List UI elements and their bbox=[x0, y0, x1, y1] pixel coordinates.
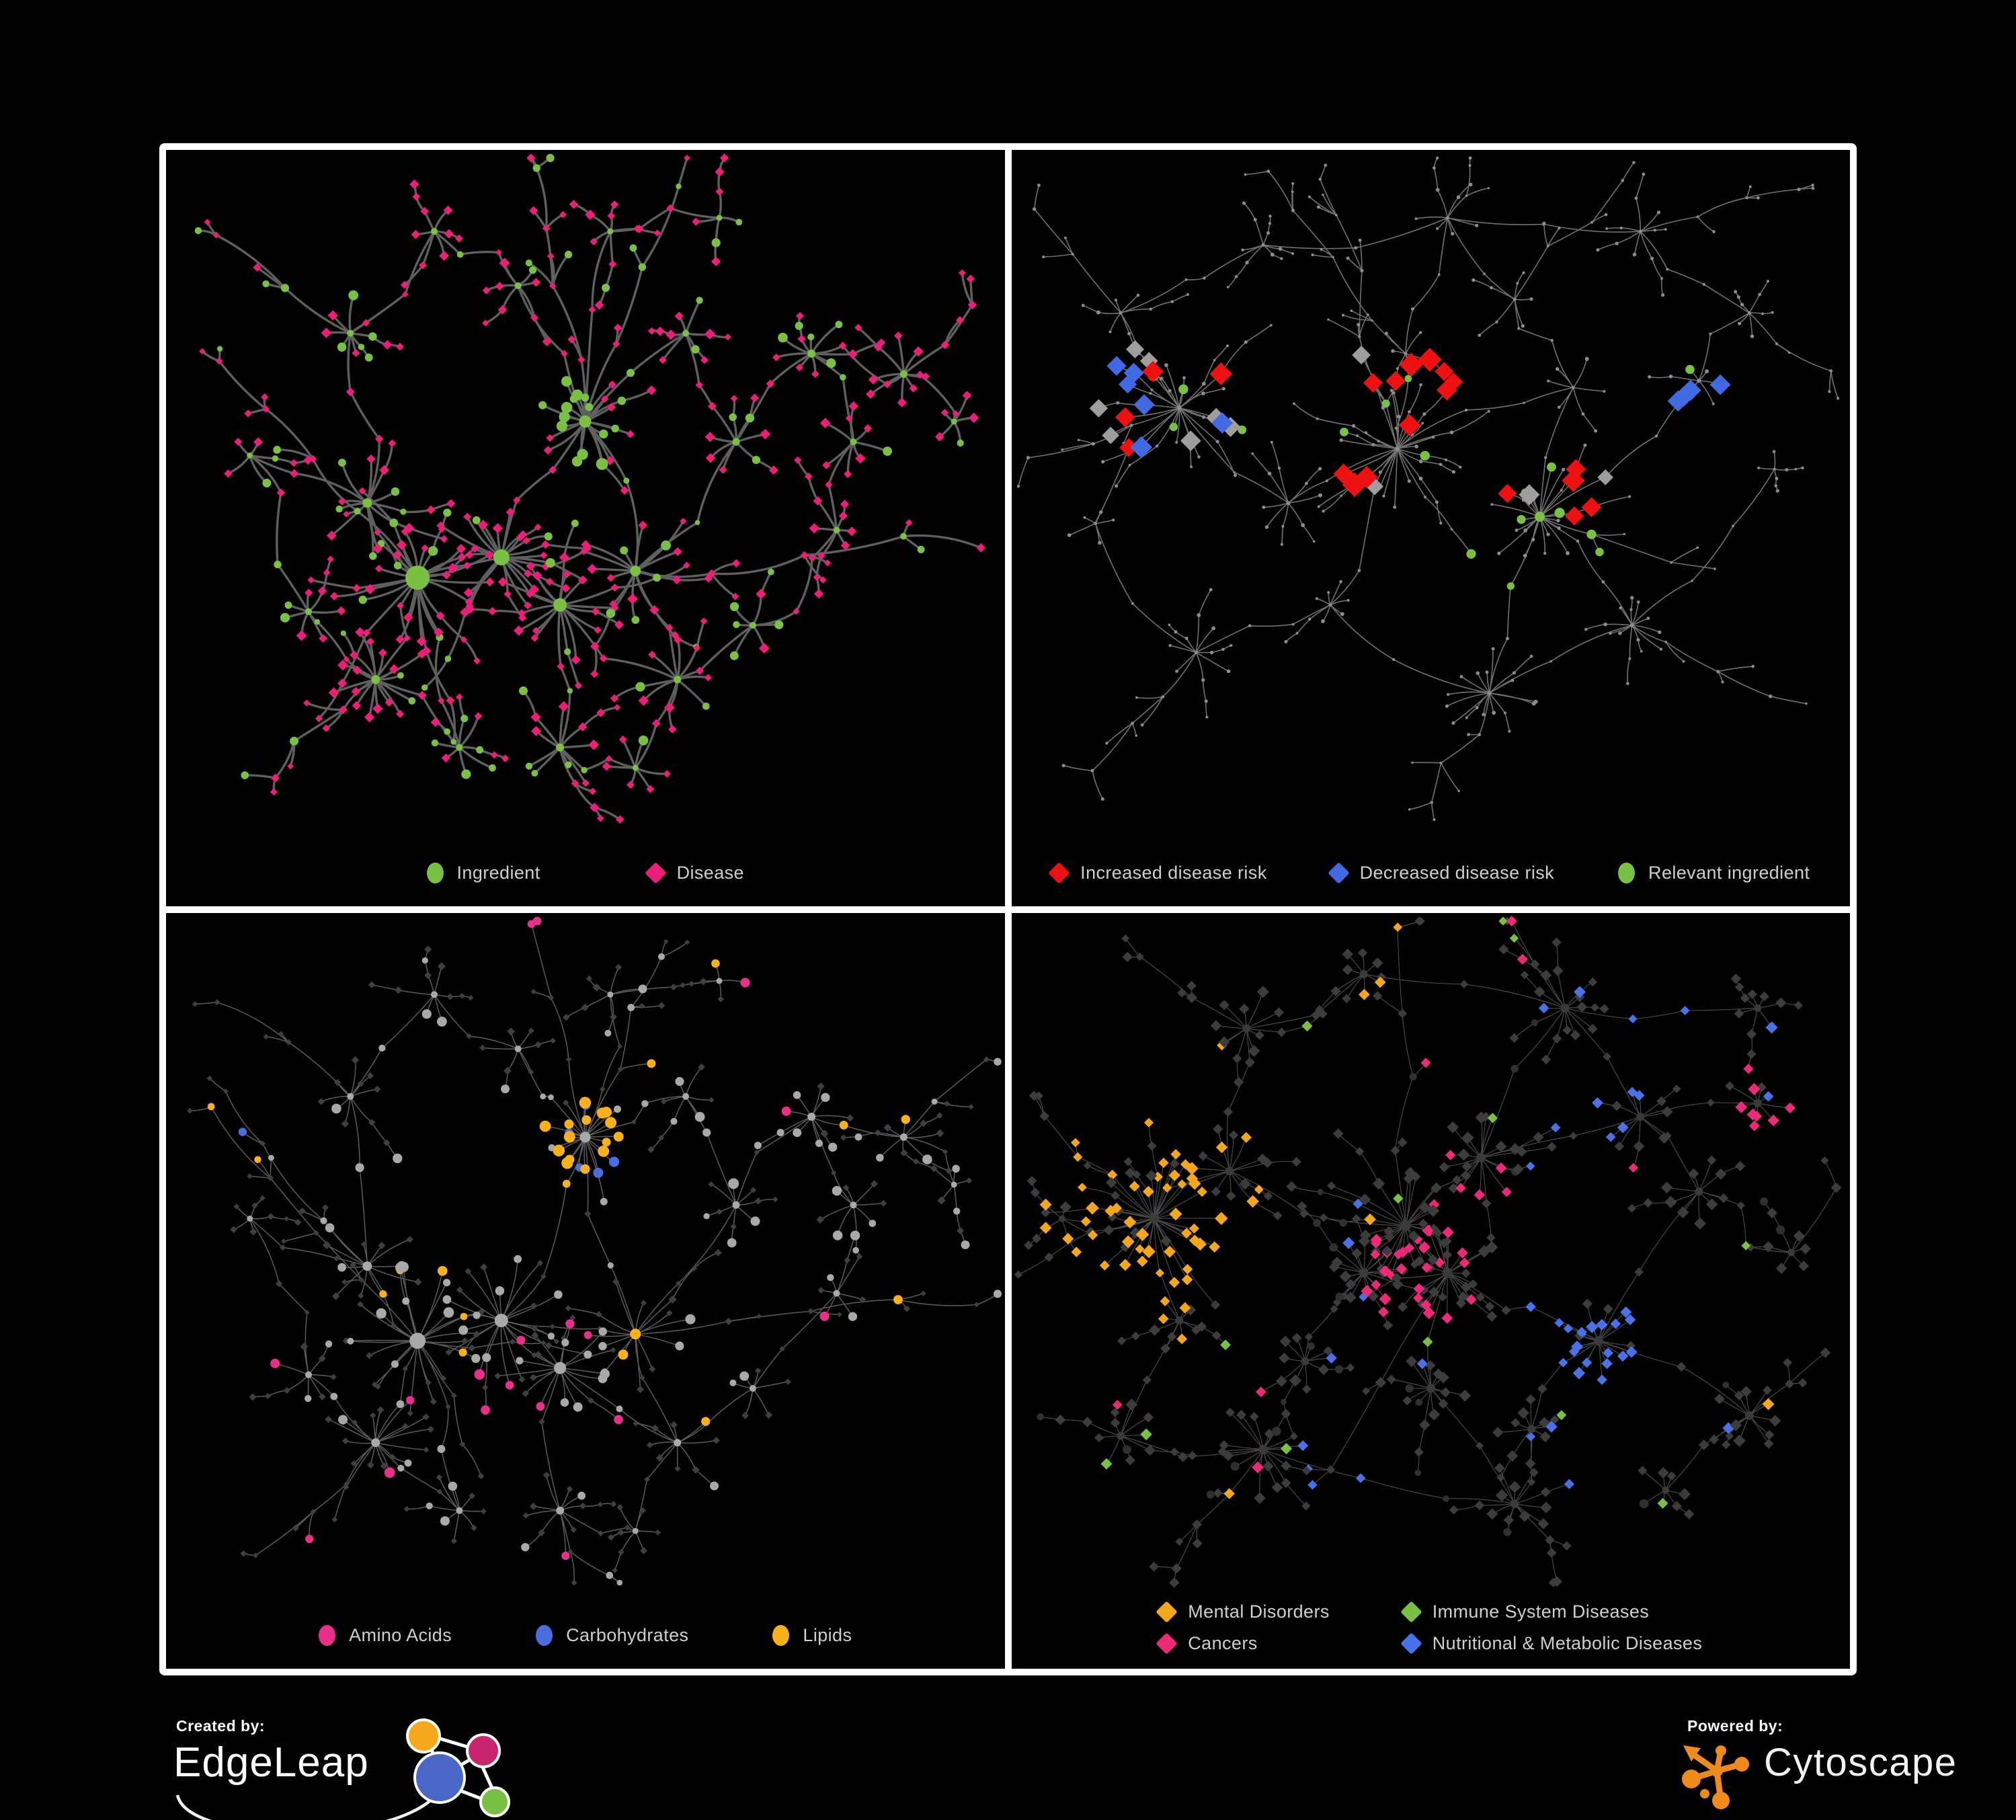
macronutrient-network-graphic bbox=[187, 916, 1002, 1585]
powered-by-label: Powered by: bbox=[1687, 1717, 1783, 1735]
mental-disorders-marker-icon bbox=[1156, 1601, 1178, 1623]
legend-disease-risk: Increased disease risk Decreased disease … bbox=[1012, 861, 1851, 884]
legend-label: Amino Acids bbox=[349, 1625, 452, 1645]
legend-macronutrients: Amino Acids Carbohydrates Lipids bbox=[166, 1625, 1005, 1646]
nutritional-metabolic-diseases-marker-icon bbox=[1400, 1632, 1422, 1655]
ingredient-marker-icon bbox=[426, 862, 444, 883]
legend-label: Nutritional & Metabolic Diseases bbox=[1432, 1633, 1703, 1653]
legend-item-decreased-disease-risk: Decreased disease risk bbox=[1327, 861, 1555, 884]
cytoscape-logo-icon bbox=[1682, 1745, 1749, 1809]
lipids-marker-icon bbox=[772, 1625, 790, 1646]
increased-disease-risk-marker-icon bbox=[1048, 861, 1070, 884]
edgeleap-logo-icon bbox=[175, 1718, 510, 1820]
panel-ingredient-disease-network: Ingredient Disease bbox=[166, 150, 1005, 906]
panel-macronutrient-network: Amino Acids Carbohydrates Lipids bbox=[166, 912, 1005, 1669]
panel-grid: Ingredient Disease Increased disease risk… bbox=[159, 143, 1857, 1675]
legend-item-nutritional-metabolic-diseases: Nutritional & Metabolic Diseases bbox=[1400, 1632, 1703, 1655]
legend-label: Increased disease risk bbox=[1080, 862, 1267, 883]
legend-item-disease: Disease bbox=[644, 861, 744, 884]
disease-category-network-graphic bbox=[1014, 915, 1841, 1588]
legend-item-immune-system-diseases: Immune System Diseases bbox=[1400, 1601, 1702, 1623]
legend-disease-categories: Mental Disorders Immune System Diseases Ca… bbox=[1012, 1601, 1851, 1655]
legend-item-relevant-ingredient: Relevant ingredient bbox=[1618, 862, 1810, 883]
legend-label: Disease bbox=[676, 862, 744, 883]
disease-marker-icon bbox=[644, 861, 667, 884]
disease-risk-network-graphic bbox=[1016, 156, 1839, 821]
legend-item-lipids: Lipids bbox=[772, 1625, 852, 1646]
legend-label: Decreased disease risk bbox=[1359, 862, 1555, 883]
created-by-label: Created by: bbox=[176, 1717, 266, 1735]
legend-item-ingredient: Ingredient bbox=[426, 862, 540, 883]
panel-disease-risk-network: Increased disease risk Decreased disease … bbox=[1011, 150, 1851, 906]
legend-item-mental-disorders: Mental Disorders bbox=[1156, 1601, 1330, 1623]
relevant-ingredient-marker-icon bbox=[1618, 862, 1636, 883]
edgeleap-credit: Created by: EdgeLeap bbox=[172, 1716, 549, 1820]
cancers-marker-icon bbox=[1156, 1632, 1178, 1655]
edgeleap-wordmark: EdgeLeap bbox=[173, 1739, 369, 1786]
legend-item-carbohydrates: Carbohydrates bbox=[536, 1625, 688, 1646]
legend-item-cancers: Cancers bbox=[1156, 1632, 1329, 1655]
cytoscape-credit: Powered by: Cytoscape bbox=[1678, 1716, 1994, 1820]
legend-label: Ingredient bbox=[456, 862, 540, 883]
panel-disease-category-network: Mental Disorders Immune System Diseases Ca… bbox=[1011, 912, 1851, 1669]
legend-label: Lipids bbox=[803, 1625, 852, 1645]
legend-item-amino-acids: Amino Acids bbox=[319, 1625, 452, 1646]
cytoscape-wordmark: Cytoscape bbox=[1764, 1741, 1958, 1784]
amino-acids-marker-icon bbox=[319, 1625, 336, 1646]
legend-item-increased-disease-risk: Increased disease risk bbox=[1048, 861, 1267, 884]
legend-label: Cancers bbox=[1188, 1633, 1258, 1653]
decreased-disease-risk-marker-icon bbox=[1327, 861, 1350, 884]
carbohydrates-marker-icon bbox=[536, 1625, 553, 1646]
legend-label: Relevant ingredient bbox=[1648, 862, 1810, 883]
legend-label: Mental Disorders bbox=[1188, 1601, 1330, 1622]
ingredient-disease-network-graphic bbox=[194, 153, 986, 824]
legend-label: Carbohydrates bbox=[566, 1625, 689, 1645]
legend-label: Immune System Diseases bbox=[1432, 1601, 1650, 1622]
immune-system-diseases-marker-icon bbox=[1400, 1601, 1422, 1623]
legend-ingredient-disease: Ingredient Disease bbox=[166, 861, 1005, 884]
